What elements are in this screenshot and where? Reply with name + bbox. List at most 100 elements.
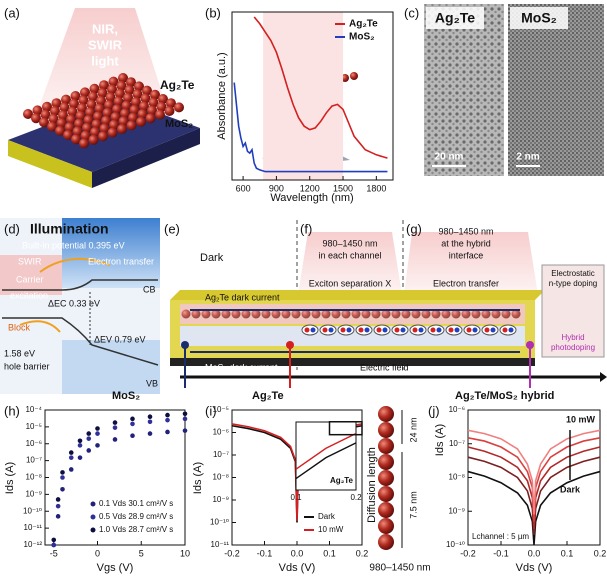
panel-label: (a) — [4, 5, 20, 20]
scale-label: 2 nm — [516, 152, 539, 163]
data-point — [182, 411, 188, 417]
atom — [63, 130, 73, 140]
x-tick-label: 0.2 — [356, 548, 369, 558]
panel-label: (e) — [164, 221, 180, 236]
atom — [75, 110, 86, 121]
atom — [128, 112, 138, 123]
data-point — [68, 450, 74, 455]
atom — [66, 114, 76, 125]
atom — [431, 309, 441, 319]
atom — [91, 119, 102, 130]
charge — [394, 327, 400, 333]
condition: in each channel — [318, 250, 381, 260]
condition: 980–1450 nm — [322, 238, 377, 248]
data-point — [165, 412, 170, 418]
data-point — [147, 431, 153, 436]
charge — [508, 327, 514, 333]
condition: at the hybrid — [441, 238, 491, 248]
image-label: MoS₂ — [521, 10, 557, 26]
atom — [191, 309, 201, 319]
atom — [142, 85, 152, 96]
x-tick-label: 5 — [139, 548, 144, 558]
y-tick-label: 10⁻⁵ — [26, 422, 42, 431]
legend-label: Dark — [318, 512, 336, 521]
exciton — [445, 324, 463, 336]
panel-label: (d) — [4, 221, 20, 236]
atom — [118, 73, 128, 83]
annotation: Dark — [560, 484, 581, 494]
exciton — [301, 324, 319, 336]
atom — [115, 88, 125, 99]
block-arrow — [19, 320, 61, 333]
charge — [310, 327, 316, 333]
y-tick-label: 10⁻⁶ — [26, 439, 42, 448]
y-axis-title: Ids (A) — [434, 424, 446, 456]
atom — [116, 80, 127, 91]
diffusion-sketch — [378, 406, 394, 550]
atom — [131, 97, 141, 107]
state-label: Dark — [200, 252, 224, 264]
electrode-side — [8, 140, 92, 188]
y-tick-label: 10⁻⁷ — [26, 456, 42, 465]
atom — [150, 89, 160, 100]
vb-edge — [2, 317, 159, 366]
atom — [378, 406, 394, 422]
atom — [132, 89, 143, 100]
annotation: CB — [143, 284, 156, 294]
x-tick-label: -0.1 — [257, 548, 273, 558]
ag-region — [0, 255, 62, 295]
y-tick-label: 10⁻⁹ — [25, 489, 42, 498]
arrow-head — [600, 372, 607, 382]
exciton — [463, 324, 481, 336]
x-axis-title: Vds (V) — [516, 562, 553, 574]
data-point — [130, 416, 135, 422]
charge — [490, 327, 496, 333]
atom — [74, 118, 84, 129]
atom — [511, 309, 521, 319]
x-tick-label: 10 — [180, 548, 190, 558]
material-label: MoS₂ — [165, 118, 193, 130]
y-tick-label: 10⁻⁸ — [449, 473, 466, 482]
image-label: Ag₂Te — [435, 10, 475, 26]
exciton — [391, 324, 409, 336]
atom — [211, 309, 221, 319]
data-point — [60, 486, 65, 492]
inset-label: n-type doping — [549, 279, 597, 288]
condition: 980–1450 nm — [438, 226, 493, 236]
exciton — [409, 324, 427, 336]
shaded-band — [263, 12, 344, 180]
atom — [350, 72, 358, 80]
legend-marker — [90, 514, 96, 520]
panel-label: (g) — [406, 221, 422, 236]
atom — [108, 76, 119, 87]
atom — [378, 502, 394, 518]
charge — [454, 327, 460, 333]
x-tick-label: 1200 — [300, 183, 320, 193]
scale-label: 20 nm — [435, 152, 464, 163]
atom — [137, 109, 148, 119]
legend-label: 0.1 Vds 30.1 cm²/V s — [99, 499, 173, 508]
atom — [391, 309, 401, 319]
y-tick-label: 10⁻⁷ — [449, 439, 465, 448]
charge — [430, 327, 436, 333]
atom — [281, 309, 291, 319]
process-label: Electron transfer — [433, 278, 499, 288]
atom — [101, 115, 111, 126]
cb-edge — [2, 279, 158, 291]
legend-marker — [90, 501, 96, 507]
charge — [436, 327, 442, 333]
atom — [451, 309, 461, 319]
atom — [97, 88, 108, 98]
panel-label: (c) — [404, 5, 419, 20]
light-label: light — [91, 53, 119, 68]
diagram-label: Diffusion length — [366, 447, 378, 523]
y-tick-label: 10⁻¹² — [24, 540, 43, 549]
y-tick-label: 10⁻⁹ — [212, 495, 229, 504]
inset-title: Ag₂Te — [330, 476, 354, 485]
atom — [378, 534, 394, 550]
charge — [376, 327, 382, 333]
atom — [321, 309, 331, 319]
data-line — [253, 16, 388, 159]
atom — [123, 92, 133, 103]
